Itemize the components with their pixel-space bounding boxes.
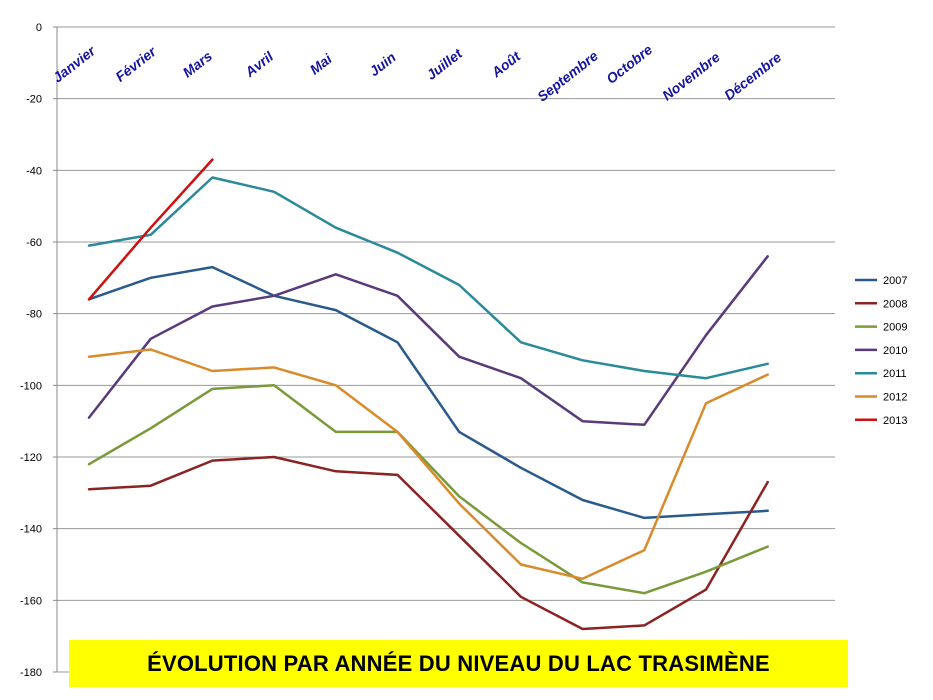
series-lines: [87, 158, 769, 631]
series-line-2013: [87, 158, 214, 301]
legend-label-2013: 2013: [883, 415, 907, 427]
legend-label-2010: 2010: [883, 345, 907, 357]
series-line-2009: [87, 384, 769, 595]
title-banner: ÉVOLUTION PAR ANNÉE DU NIVEAU DU LAC TRA…: [69, 640, 848, 687]
y-tick-label: -80: [26, 309, 42, 321]
month-labels: Janvier Février Mars Avril Mai Juin Juillet Aoû…: [50, 41, 785, 105]
y-tick-label: -20: [26, 94, 42, 106]
month-label: Mai: [307, 50, 336, 78]
month-label: Février: [112, 42, 160, 84]
series-line-2008: [87, 455, 769, 631]
month-label: Novembre: [659, 49, 723, 104]
y-tick-label: -160: [20, 595, 42, 607]
y-tick-label: -40: [26, 165, 42, 177]
series-line-2010: [87, 255, 769, 427]
month-label: Septembre: [534, 47, 601, 104]
y-tick-label: -100: [20, 380, 42, 392]
month-label: Août: [488, 47, 525, 81]
y-tick-label: -140: [20, 524, 42, 536]
month-label: Juin: [366, 49, 399, 79]
legend-label-2012: 2012: [883, 392, 907, 404]
y-tick-labels: 0 -20 -40 -60 -80 -100 -120 -140 -160 -180: [20, 22, 42, 679]
series-line-2012: [87, 348, 769, 581]
series-line-2011: [87, 176, 769, 380]
y-tick-label: -60: [26, 237, 42, 249]
legend: 2007 2008 2009 2010 2011 2012 2013: [855, 275, 907, 427]
y-tick-label: 0: [36, 22, 42, 34]
y-tick-label: -120: [20, 452, 42, 464]
y-tick-label: -180: [20, 667, 42, 679]
legend-label-2011: 2011: [883, 368, 907, 380]
series-line-2007: [87, 265, 769, 520]
month-label: Avril: [241, 47, 277, 80]
month-label: Juillet: [423, 44, 466, 82]
gridlines: [53, 26, 835, 673]
month-label: Mars: [180, 48, 216, 81]
legend-label-2008: 2008: [883, 298, 907, 310]
month-label: Décembre: [721, 49, 784, 103]
legend-label-2009: 2009: [883, 322, 907, 334]
legend-label-2007: 2007: [883, 275, 907, 287]
chart-title: ÉVOLUTION PAR ANNÉE DU NIVEAU DU LAC TRA…: [147, 650, 770, 676]
month-label: Octobre: [603, 41, 655, 87]
